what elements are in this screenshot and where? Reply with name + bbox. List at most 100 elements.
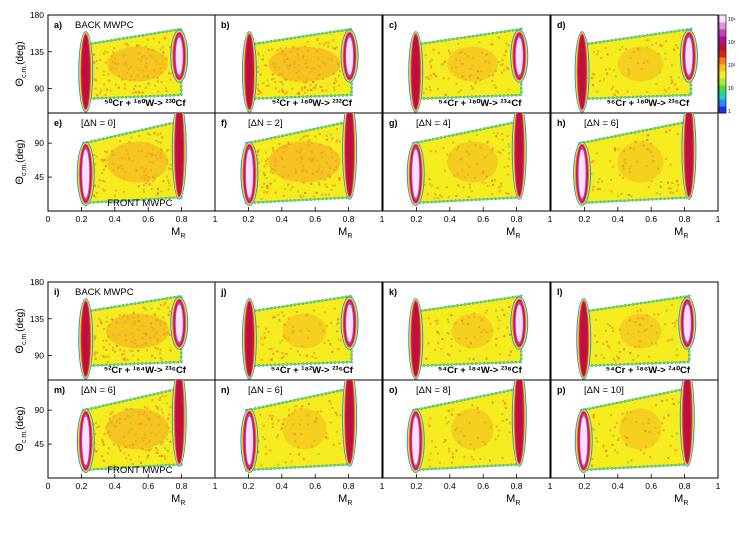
speckle [124,408,127,411]
speckle [458,52,461,54]
speckle [437,197,440,200]
speckle [161,455,164,457]
y-tick-label: 135 [30,47,44,57]
speckle [648,431,651,433]
speckle [335,80,338,83]
speckle [159,132,162,135]
x-tick-label: 0.6 [309,214,321,224]
speckle [286,91,289,94]
speckle [102,339,105,342]
x-tick-label: 0.4 [612,481,624,491]
speckle [646,139,649,142]
speckle [326,324,328,327]
quasifission-band [246,388,352,470]
speckle [257,83,259,86]
speckle [256,87,259,90]
speckle [618,173,621,176]
speckle [507,192,510,195]
y-axis-label-sub: c.m. [21,332,28,345]
speckle [155,139,158,142]
speckle [325,436,327,439]
speckle [428,424,431,427]
speckle [440,348,443,351]
speckle [291,423,294,426]
heatmap-body [576,294,697,380]
speckle [657,431,660,434]
speckle [332,46,334,49]
speckle [155,405,158,408]
speckle [502,149,505,151]
speckle [285,353,288,356]
speckle [163,37,166,40]
speckle [128,141,131,144]
speckle [468,421,471,424]
speckle [98,425,101,428]
speckle [667,187,670,190]
speckle [499,190,502,193]
speckle [329,399,331,402]
speckle [494,438,497,441]
y-axis-label-unit: (deg) [15,139,26,162]
speckle [669,338,672,341]
speckle [609,429,612,432]
speckle [606,72,609,75]
speckle [432,48,435,51]
speckle [291,326,294,328]
speckle [262,171,265,174]
speckle [676,189,678,192]
speckle [434,150,437,153]
speckle [667,414,670,417]
speckle [138,85,141,88]
speckle [107,355,110,358]
speckle [434,320,437,322]
speckle [592,416,595,419]
speckle [161,411,164,414]
speckle [307,403,310,405]
speckle [256,158,259,161]
speckle [104,50,107,53]
speckle [591,77,593,79]
speckle [591,72,594,75]
speckle [168,310,171,313]
speckle [279,48,282,51]
speckle [333,184,336,187]
speckle [479,146,482,149]
speckle [335,430,338,433]
speckle [321,193,324,196]
heatmap-body [240,113,358,207]
speckle [284,47,287,50]
speckle [495,135,498,138]
speckle [425,76,428,79]
speckle [323,178,326,181]
speckle [476,70,479,73]
speckle [461,75,464,78]
speckle [647,418,650,421]
speckle [470,85,473,88]
speckle [461,319,463,322]
x-tick-label: 0.6 [645,481,657,491]
speckle [484,421,486,424]
y-axis-label-main: Θ [14,443,26,452]
speckle [144,86,147,89]
speckle [271,415,274,418]
speckle [476,436,479,439]
speckle [162,51,165,54]
speckle [614,149,616,152]
speckle [329,421,332,424]
speckle [598,188,601,191]
speckle [458,349,461,352]
speckle [666,339,669,342]
speckle [147,449,150,452]
panel-m: 0 0.2 0.4 0.6 0.8 1 MR 90 45 Θc.m.(deg) m) [ΔN = 6]… [14,379,218,507]
speckle [501,419,504,422]
y-axis-label-sub: c.m. [21,430,28,443]
speckle [153,178,156,180]
panel-footer: FRONT MWPC [107,198,172,209]
speckle [493,131,495,134]
speckle [159,141,162,144]
speckle [668,129,671,132]
speckle [459,89,462,92]
speckle [262,54,265,57]
speckle [636,160,638,163]
